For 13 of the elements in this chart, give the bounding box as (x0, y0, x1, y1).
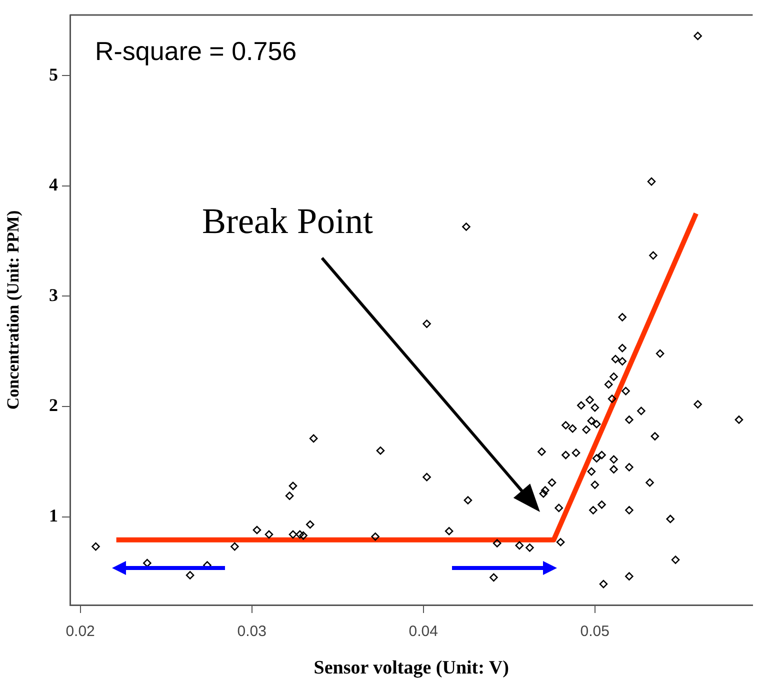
y-tick-label: 2 (49, 395, 58, 416)
x-tick-label: 0.03 (237, 623, 266, 640)
y-tick-label: 1 (49, 505, 58, 526)
y-tick-label: 3 (49, 284, 58, 305)
x-tick-label: 0.04 (408, 623, 438, 640)
x-tick-label: 0.02 (66, 623, 95, 640)
annotation: Break Point (202, 201, 373, 241)
x-tick-label: 0.05 (580, 623, 610, 640)
y-tick-label: 5 (49, 64, 58, 84)
x-axis-title: Sensor voltage (Unit: V) (314, 658, 509, 679)
y-axis-title: Concentration (Unit: PPM) (4, 210, 23, 410)
annotation: R-square = 0.756 (95, 36, 297, 66)
y-tick-label: 4 (49, 174, 58, 195)
